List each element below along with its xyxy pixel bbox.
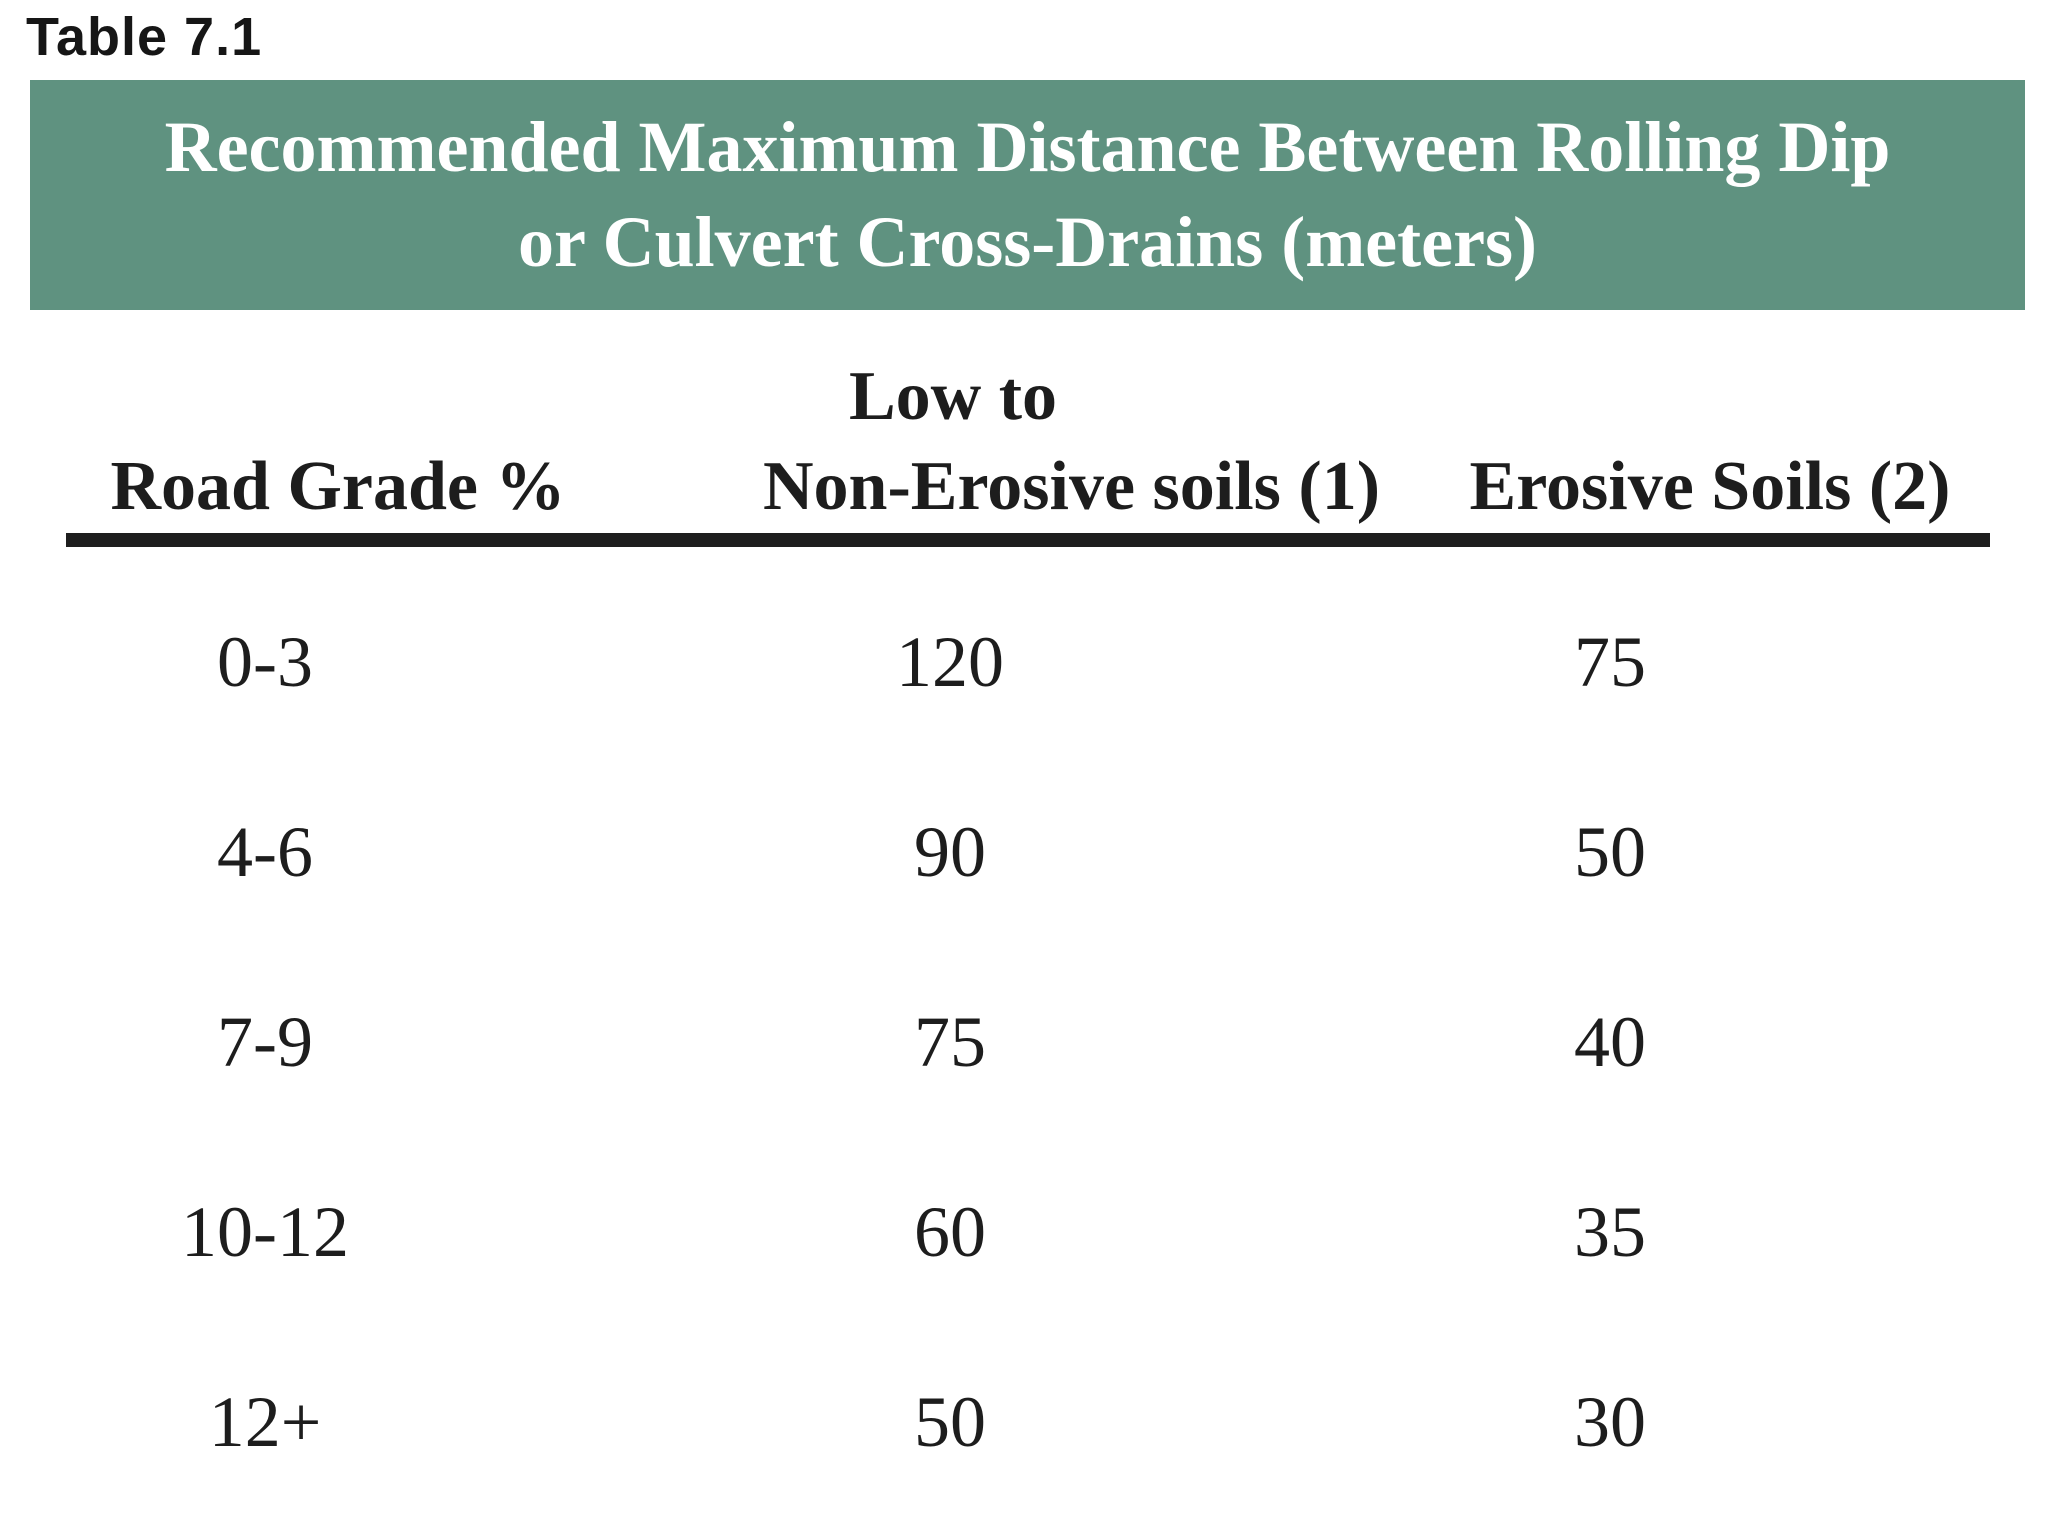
table-number-label: Table 7.1 <box>26 7 263 67</box>
cell-road-grade: 12+ <box>208 1382 322 1462</box>
cell-erosive: 40 <box>1574 1002 1646 1082</box>
table-title-line-1: Recommended Maximum Distance Between Rol… <box>164 106 1891 187</box>
column-header-road-grade: Road Grade % <box>110 448 566 525</box>
table-row: 12+ 50 30 <box>0 1327 2048 1517</box>
table-body: 0-3 120 75 4-6 90 50 7-9 75 40 10-12 60 … <box>0 567 2048 1517</box>
cell-non-erosive: 75 <box>914 1002 986 1082</box>
cell-erosive: 30 <box>1574 1382 1646 1462</box>
cell-road-grade: 7-9 <box>217 1002 313 1082</box>
column-header-non-erosive-soils: Non-Erosive soils (1) <box>763 448 1381 525</box>
column-header-low-to: Low to <box>848 358 1058 435</box>
cell-erosive: 75 <box>1574 622 1646 702</box>
cell-non-erosive: 90 <box>914 812 986 892</box>
table-row: 7-9 75 40 <box>0 947 2048 1137</box>
table-row: 0-3 120 75 <box>0 567 2048 757</box>
table-row: 10-12 60 35 <box>0 1137 2048 1327</box>
cell-road-grade: 0-3 <box>217 622 313 702</box>
cell-road-grade: 4-6 <box>217 812 313 892</box>
table-row: 4-6 90 50 <box>0 757 2048 947</box>
cell-non-erosive: 120 <box>896 622 1004 702</box>
table-title-line-2: or Culvert Cross-Drains (meters) <box>517 202 1538 282</box>
cell-erosive: 50 <box>1574 812 1646 892</box>
cell-non-erosive: 60 <box>914 1192 986 1272</box>
table-title-banner: Recommended Maximum Distance Between Rol… <box>30 80 2025 310</box>
cell-road-grade: 10-12 <box>181 1192 349 1272</box>
column-header-erosive-soils: Erosive Soils (2) <box>1469 448 1951 525</box>
cell-erosive: 35 <box>1574 1192 1646 1272</box>
header-divider-rule <box>66 533 1990 547</box>
cell-non-erosive: 50 <box>914 1382 986 1462</box>
